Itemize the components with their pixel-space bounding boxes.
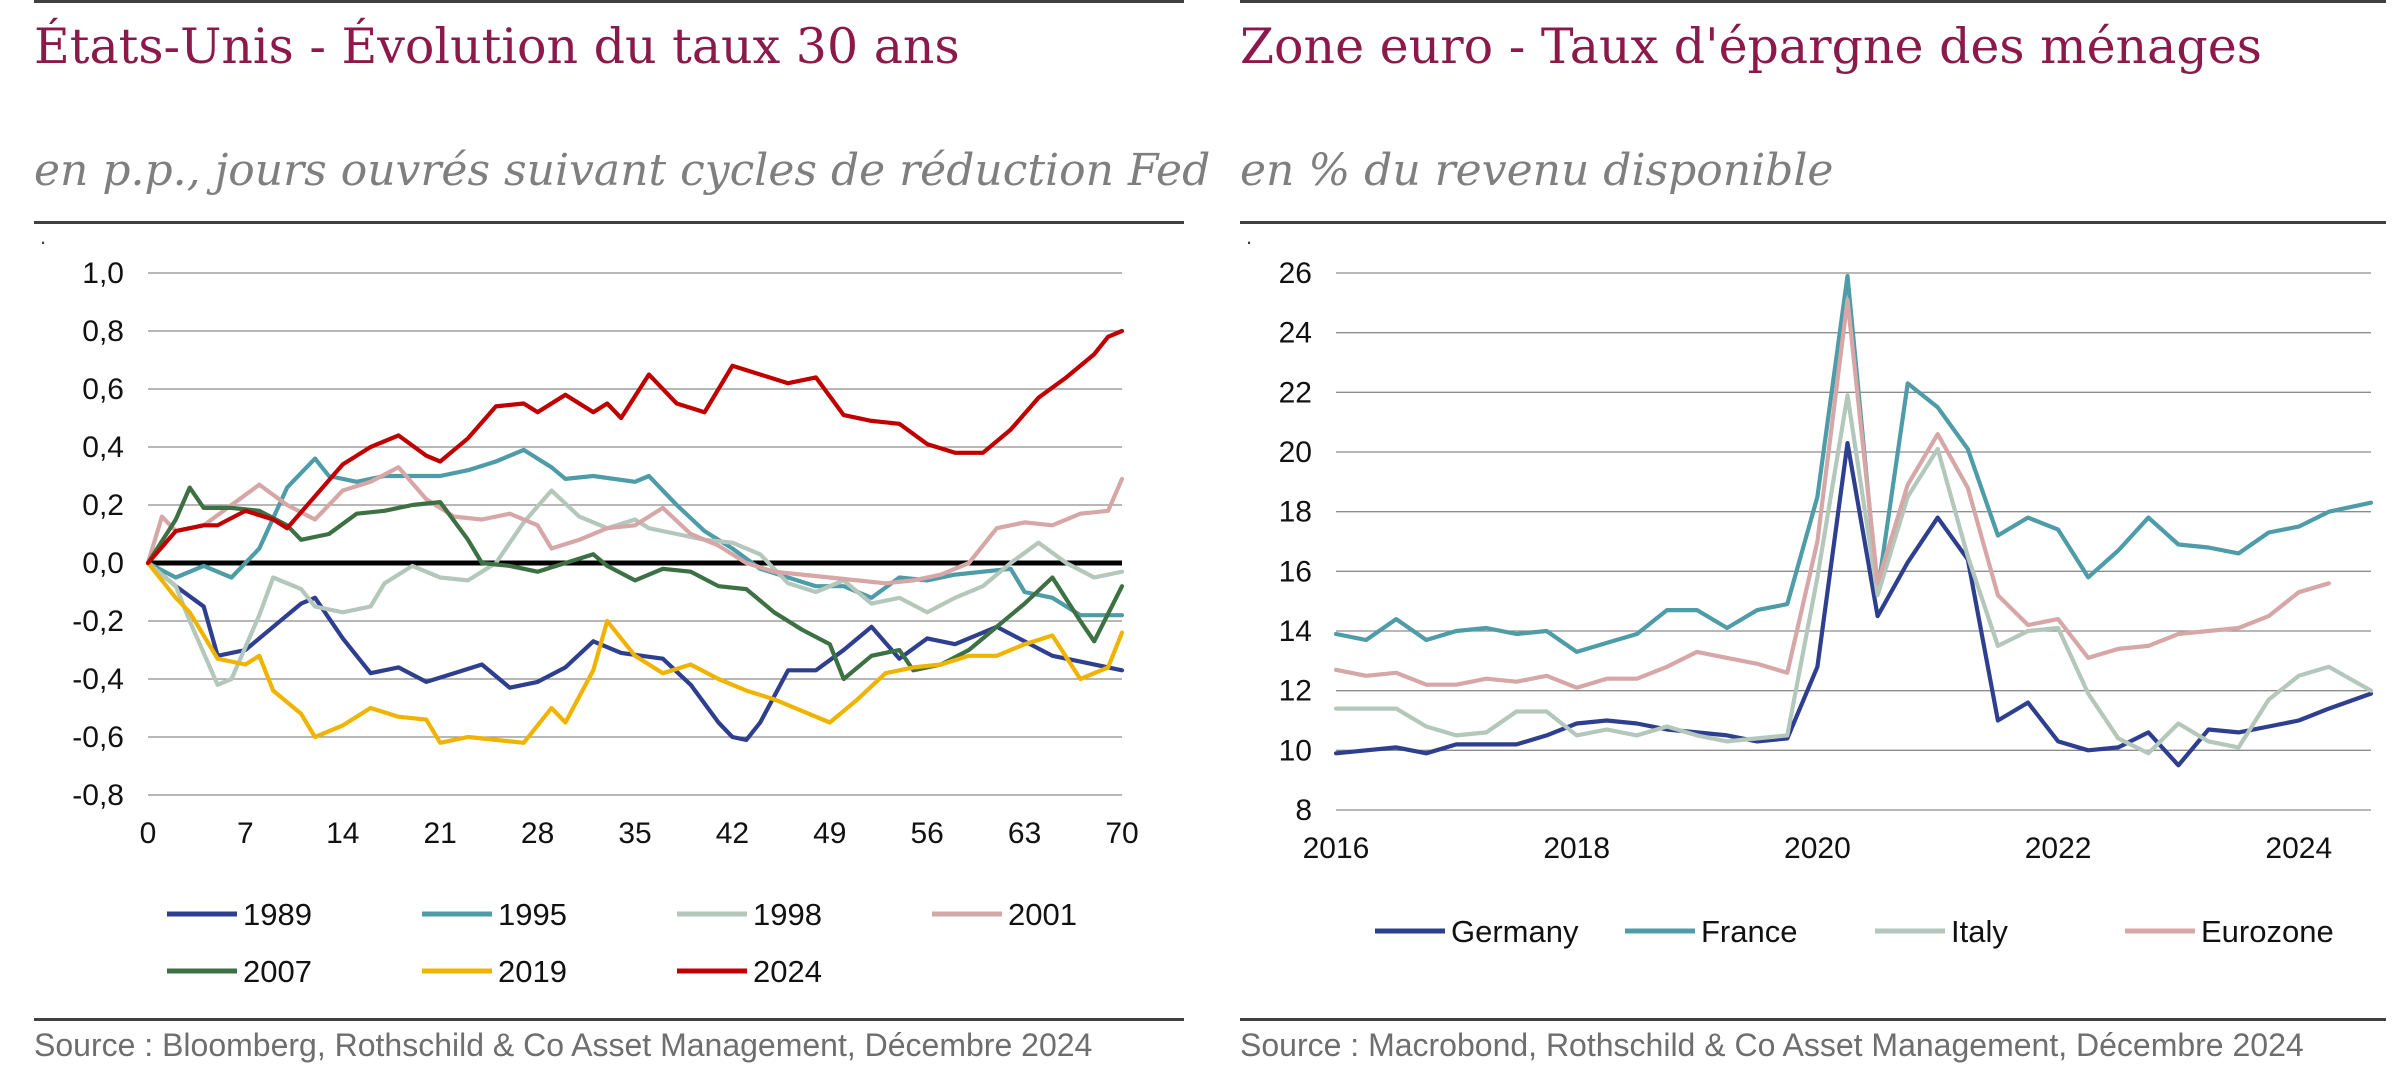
series-line-1989 [145,560,1125,742]
y-tick-label: 18 [1279,496,1312,529]
x-tick-label: 35 [618,817,651,850]
series-line-2007 [145,485,1125,682]
x-tick-label: 0 [140,817,157,850]
y-tick-label: 0,4 [82,431,124,464]
series-line-2024 [145,328,1125,566]
x-tick-label: 2022 [2025,832,2092,865]
source-rule [34,1018,1184,1021]
y-tick-label: -0,4 [72,663,124,696]
corner-marker: . [1246,224,1253,249]
y-tick-label: 1,0 [82,257,124,290]
y-tick-label: -0,6 [72,721,124,754]
x-tick-label: 14 [326,817,359,850]
y-tick-label: 8 [1295,794,1312,827]
legend-label-germany: Germany [1451,914,1579,949]
line-chart-us-30y: 1,0 0,8 0,6 0,4 0,2 0,0 -0,2 -0,4 -0,6 -0,8 0 7 14 21… [72,257,1138,989]
chart-title: États-Unis - Évolution du taux 30 ans [34,18,960,75]
y-tick-label: 0,8 [82,315,124,348]
y-tick-label: 24 [1279,317,1312,350]
source-note: Source : Macrobond, Rothschild & Co Asse… [1240,1027,2304,1063]
legend-label-1995: 1995 [498,897,567,932]
y-tick-label: 16 [1279,555,1312,588]
y-tick-label: 0,6 [82,373,124,406]
legend-label-2019: 2019 [498,954,567,989]
chart-subtitle: en % du revenu disponible [1240,145,1834,196]
source-rule [1240,1018,2386,1021]
subtitle-rule [34,221,1184,224]
legend-label-eurozone: Eurozone [2201,914,2334,949]
top-rule [34,0,1184,3]
legend-label-2001: 2001 [1008,897,1077,932]
x-tick-label: 49 [813,817,846,850]
chart-subtitle: en p.p., jours ouvrés suivant cycles de … [34,145,1211,196]
x-tick-label: 21 [424,817,457,850]
y-tick-label: 10 [1279,734,1312,767]
x-tick-label: 63 [1008,817,1041,850]
series-line-germany [1333,441,2374,768]
x-tick-label: 28 [521,817,554,850]
x-tick-label: 2018 [1543,832,1610,865]
x-tick-label: 2024 [2265,832,2332,865]
legend-label-1989: 1989 [243,897,312,932]
series-line-france [1333,273,2374,654]
top-rule [1240,0,2386,3]
y-tick-label: 22 [1279,376,1312,409]
y-tick-label: -0,2 [72,605,124,638]
y-tick-label: 20 [1279,436,1312,469]
series-line-1995 [145,447,1125,618]
x-tick-label: 7 [237,817,254,850]
y-tick-label: 0,2 [82,489,124,522]
series-line-2019 [145,560,1125,745]
y-tick-label: 26 [1279,257,1312,290]
x-tick-label: 2020 [1784,832,1851,865]
series-line-eurozone [1333,297,2332,690]
legend-label-1998: 1998 [753,897,822,932]
legend-label-2024: 2024 [753,954,822,989]
x-tick-label: 56 [911,817,944,850]
chart-panel-eurozone-savings: Zone euro - Taux d'épargne des ménages e… [1240,0,2386,1090]
series-line-2001 [145,465,1125,586]
series-line-italy [1333,393,2374,756]
source-note: Source : Bloomberg, Rothschild & Co Asse… [34,1027,1093,1063]
chart-title: Zone euro - Taux d'épargne des ménages [1240,18,2262,75]
y-tick-label: 14 [1279,615,1312,648]
x-tick-label: 70 [1105,817,1138,850]
y-tick-label: 0,0 [82,547,124,580]
chart-panel-us-30y-rate: États-Unis - Évolution du taux 30 ans en… [34,0,1210,1090]
legend-label-2007: 2007 [243,954,312,989]
legend-label-italy: Italy [1951,914,2008,949]
x-tick-label: 2016 [1303,832,1370,865]
y-tick-label: -0,8 [72,779,124,812]
y-tick-label: 12 [1279,675,1312,708]
subtitle-rule [1240,221,2386,224]
corner-marker: . [40,224,47,249]
x-tick-label: 42 [716,817,749,850]
legend-label-france: France [1701,914,1797,949]
